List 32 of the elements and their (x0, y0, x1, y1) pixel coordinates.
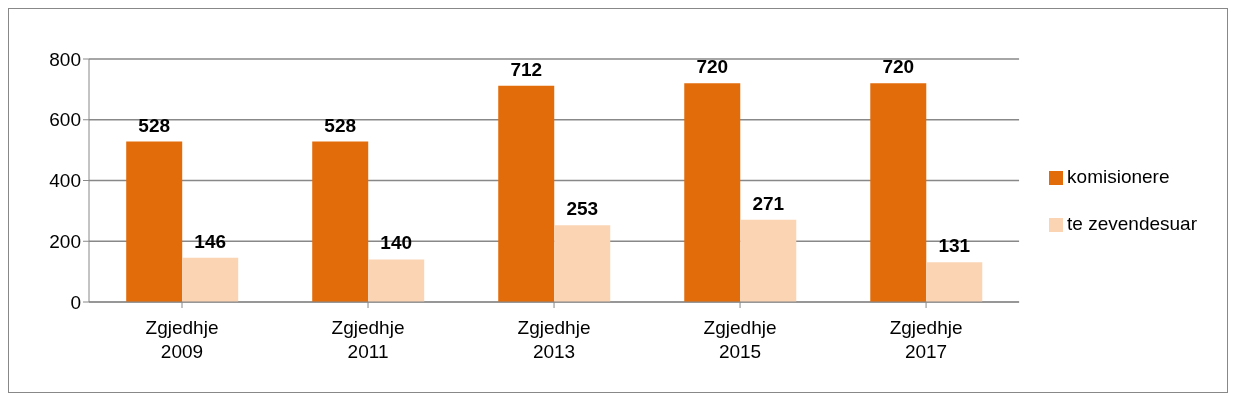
y-tick-label: 800 (49, 48, 81, 70)
data-label: 131 (938, 235, 971, 257)
y-tick-label: 0 (70, 291, 81, 313)
data-label: 720 (882, 56, 915, 78)
bar (182, 257, 239, 302)
bar (498, 85, 555, 302)
x-tick-label: Zgjedhje 2011 (331, 317, 405, 362)
x-tick-label: Zgjedhje 2017 (889, 317, 963, 362)
bar (870, 83, 927, 302)
x-tick-label: Zgjedhje 2009 (145, 317, 219, 362)
bar (126, 141, 183, 302)
bar (554, 225, 611, 302)
bar (740, 219, 797, 302)
bar (926, 262, 983, 302)
bar (684, 83, 741, 302)
y-tick-label: 400 (49, 170, 81, 192)
y-tick-label: 200 (49, 230, 81, 252)
data-label: 720 (696, 56, 729, 78)
data-label: 146 (194, 230, 227, 252)
data-label: 528 (138, 114, 171, 136)
x-tick-label: Zgjedhje 2013 (517, 317, 591, 362)
data-label: 528 (324, 114, 357, 136)
data-label: 140 (380, 232, 413, 254)
data-label: 712 (510, 58, 543, 80)
data-label: 271 (752, 192, 785, 214)
x-tick-label: Zgjedhje 2015 (703, 317, 777, 362)
legend-label: te zevendesuar (1067, 212, 1197, 234)
data-label: 253 (566, 198, 599, 220)
y-tick-label: 600 (49, 109, 81, 131)
legend-label: komisionere (1067, 165, 1170, 187)
bar (312, 141, 369, 302)
bar (368, 259, 425, 302)
